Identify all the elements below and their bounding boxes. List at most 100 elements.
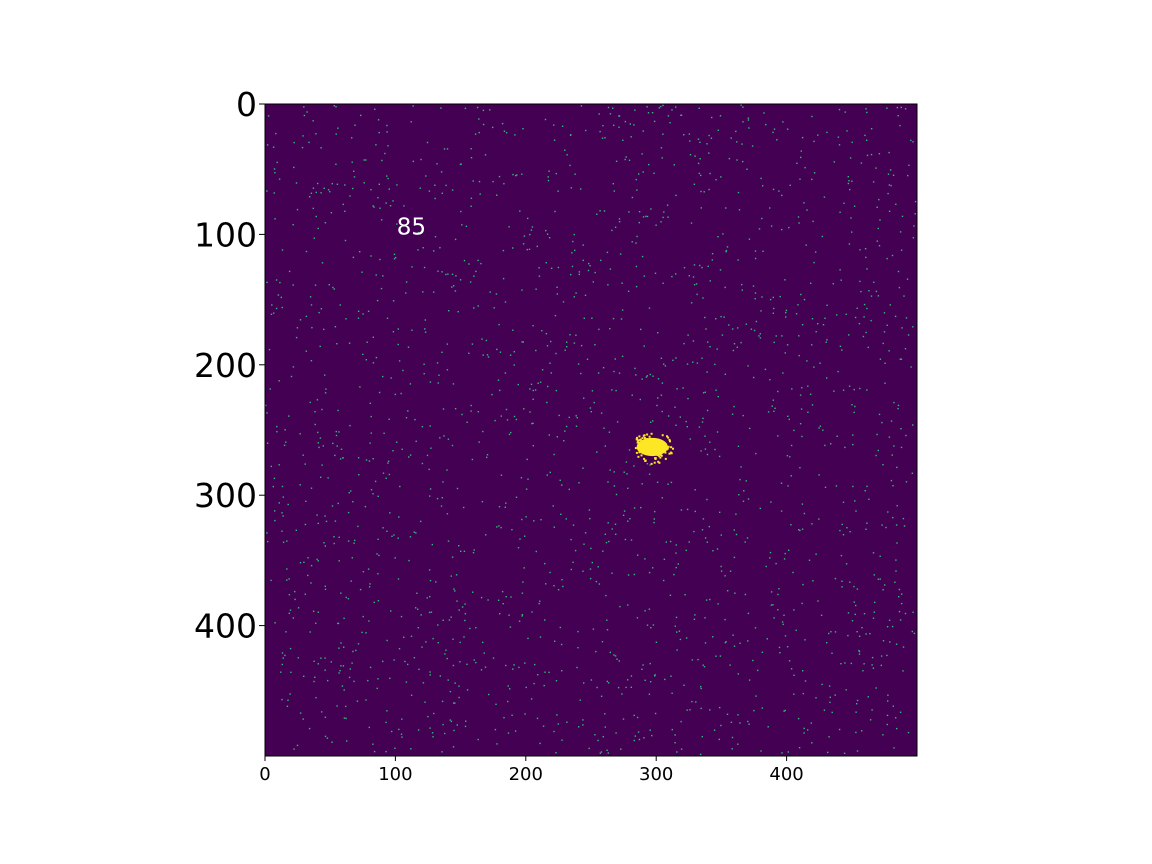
speckle-pixel [912,326,914,328]
speckle-pixel [707,341,709,343]
speckle-pixel [786,455,789,457]
speckle-pixel [521,341,523,343]
speckle-pixel [887,173,890,175]
speckle-pixel [357,457,360,459]
speckle-pixel [397,537,399,539]
speckle-pixel [372,362,375,364]
speckle-pixel [839,269,841,271]
speckle-pixel [683,134,685,136]
speckle-pixel [538,275,541,277]
speckle-pixel [749,427,751,430]
speckle-pixel [425,175,427,177]
speckle-pixel [653,521,655,524]
speckle-pixel [299,484,301,486]
speckle-pixel [866,522,868,524]
speckle-pixel [593,401,595,404]
hotspot-pixel [657,460,660,463]
speckle-pixel [619,253,622,255]
speckle-pixel [521,614,524,616]
speckle-pixel [629,123,631,125]
speckle-pixel [633,573,636,576]
speckle-pixel [855,604,857,607]
speckle-pixel [899,619,902,621]
speckle-pixel [797,717,800,720]
speckle-pixel [686,363,689,365]
speckle-pixel [286,579,288,581]
speckle-pixel [607,682,610,684]
speckle-pixel [795,629,797,631]
speckle-pixel [440,505,443,507]
speckle-pixel [594,271,596,274]
hotspot-pixel [642,441,645,443]
hotspot-pixel [646,438,648,441]
speckle-pixel [321,711,323,713]
speckle-pixel [433,712,435,715]
speckle-pixel [393,534,395,536]
speckle-pixel [654,712,657,715]
speckle-pixel [648,571,651,574]
speckle-pixel [446,469,448,471]
speckle-pixel [598,328,600,331]
speckle-pixel [447,679,449,681]
hotspot-pixel [635,451,638,454]
speckle-pixel [432,736,434,738]
speckle-pixel [568,488,570,491]
speckle-pixel [605,541,608,544]
speckle-pixel [744,541,746,543]
speckle-pixel [620,318,623,320]
speckle-pixel [359,386,361,388]
speckle-pixel [585,129,587,132]
speckle-pixel [434,197,436,200]
speckle-pixel [415,607,417,609]
speckle-pixel [297,607,300,609]
speckle-pixel [826,377,828,379]
speckle-pixel [627,679,629,681]
speckle-pixel [815,553,817,555]
hotspot-pixel [661,434,664,437]
speckle-pixel [480,596,483,599]
speckle-pixel [304,523,307,526]
speckle-pixel [401,448,403,450]
speckle-pixel [492,180,494,183]
speckle-pixel [389,205,392,207]
speckle-pixel [887,694,889,696]
speckle-pixel [671,692,673,694]
speckle-pixel [267,540,269,543]
speckle-pixel [352,501,354,503]
speckle-pixel [517,383,519,386]
speckle-pixel [700,707,702,710]
speckle-pixel [292,617,294,619]
speckle-pixel [879,578,881,580]
speckle-pixel [290,671,292,673]
speckle-pixel [594,344,596,346]
speckle-pixel [742,160,744,163]
speckle-pixel [275,132,277,135]
speckle-pixel [302,135,304,137]
speckle-pixel [878,245,881,247]
speckle-pixel [648,163,650,166]
speckle-pixel [680,720,682,723]
speckle-pixel [429,425,431,427]
speckle-pixel [664,365,667,367]
speckle-pixel [658,107,660,109]
speckle-pixel [525,686,527,689]
speckle-pixel [402,369,404,372]
speckle-pixel [765,123,767,126]
speckle-pixel [781,228,783,231]
speckle-pixel [836,314,838,316]
speckle-pixel [636,617,639,619]
speckle-pixel [889,641,891,643]
speckle-pixel [838,144,841,146]
speckle-pixel [274,172,276,174]
speckle-pixel [693,183,696,185]
speckle-pixel [879,555,881,557]
speckle-pixel [407,410,409,412]
speckle-pixel [895,559,897,561]
speckle-pixel [781,335,783,337]
speckle-pixel [767,411,770,413]
speckle-pixel [860,290,862,293]
speckle-pixel [583,543,585,545]
speckle-pixel [478,118,480,120]
speckle-pixel [908,164,910,166]
